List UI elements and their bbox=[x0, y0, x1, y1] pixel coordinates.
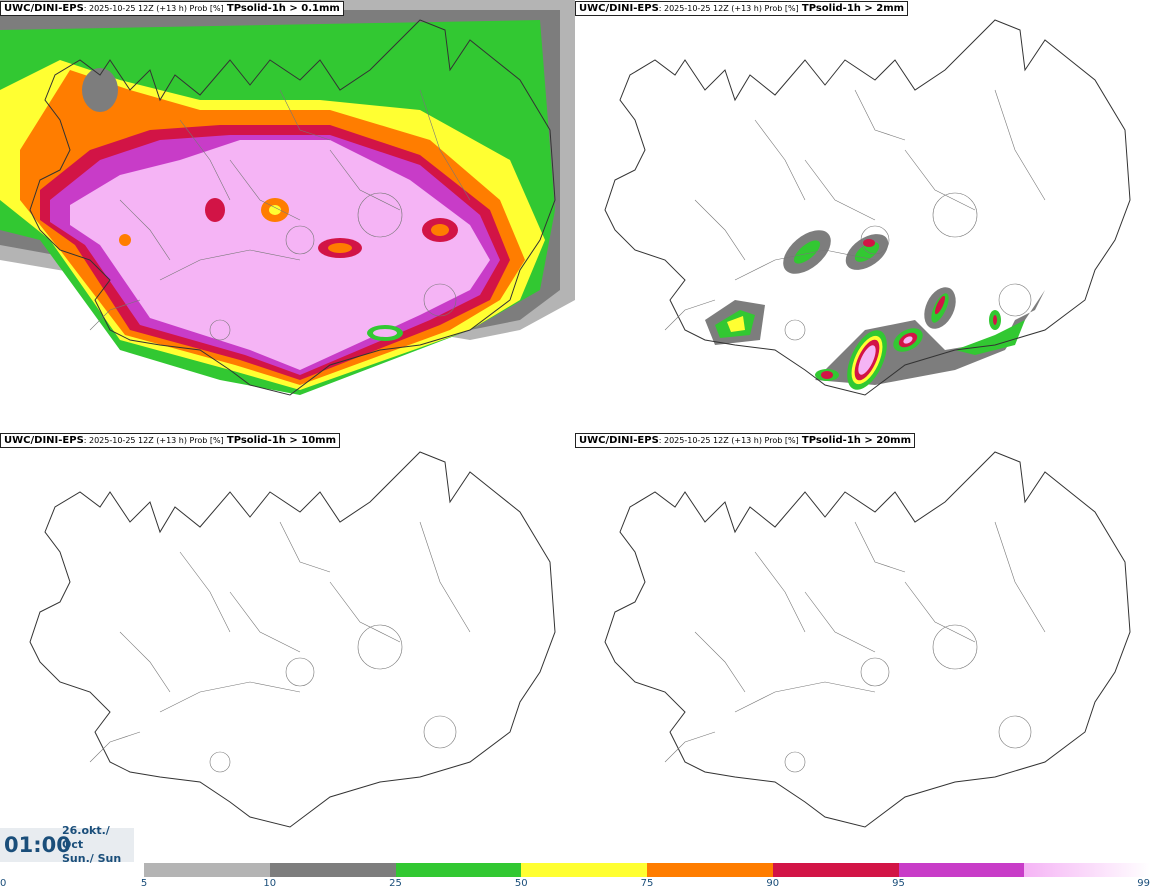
colorbar-segment bbox=[1024, 863, 1150, 877]
parameter-label: TPsolid-1h > 0.1mm bbox=[226, 3, 340, 14]
probability-map-20mm bbox=[575, 432, 1150, 862]
colorbar-segment bbox=[521, 863, 647, 877]
probability-map-0-1mm bbox=[0, 0, 575, 430]
panel-prob-20mm: UWC/DINI-EPS: 2025-10-25 12Z (+13 h) Pro… bbox=[575, 432, 1150, 862]
panel-title: UWC/DINI-EPS: 2025-10-25 12Z (+13 h) Pro… bbox=[575, 1, 909, 16]
run-info: : 2025-10-25 12Z (+13 h) Prob [%] bbox=[83, 436, 224, 445]
panel-title: UWC/DINI-EPS: 2025-10-25 12Z (+13 h) Pro… bbox=[0, 1, 344, 16]
parameter-label: TPsolid-1h > 2mm bbox=[801, 3, 905, 14]
colorbar-tick-label: 0 bbox=[0, 878, 7, 889]
colorbar-segment bbox=[269, 863, 396, 877]
valid-time: 01:00 bbox=[4, 833, 71, 857]
parameter-label: TPsolid-1h > 20mm bbox=[801, 435, 912, 446]
colorbar-segment bbox=[144, 863, 270, 877]
probability-colorbar bbox=[144, 863, 1150, 877]
model-name: UWC/DINI-EPS bbox=[579, 3, 659, 14]
panel-title: UWC/DINI-EPS: 2025-10-25 12Z (+13 h) Pro… bbox=[0, 433, 341, 448]
probability-map-2mm bbox=[575, 0, 1150, 430]
colorbar-tick-label: 99 bbox=[1137, 878, 1150, 889]
colorbar-segment bbox=[772, 863, 899, 877]
colorbar-tick-label: 5 bbox=[140, 878, 148, 889]
colorbar-tick-label: 90 bbox=[766, 878, 780, 889]
model-name: UWC/DINI-EPS bbox=[4, 3, 84, 14]
probability-map-10mm bbox=[0, 432, 575, 862]
colorbar-tick-label: 25 bbox=[389, 878, 402, 889]
valid-day: Sun./ Sun bbox=[62, 852, 122, 865]
colorbar-tick-label: 75 bbox=[640, 878, 654, 889]
colorbar-tick-label: 10 bbox=[263, 878, 277, 889]
parameter-label: TPsolid-1h > 10mm bbox=[226, 435, 337, 446]
panel-prob-0-1mm: UWC/DINI-EPS: 2025-10-25 12Z (+13 h) Pro… bbox=[0, 0, 575, 430]
colorbar-segment bbox=[647, 863, 773, 877]
run-info: : 2025-10-25 12Z (+13 h) Prob [%] bbox=[83, 4, 224, 13]
panel-prob-10mm: UWC/DINI-EPS: 2025-10-25 12Z (+13 h) Pro… bbox=[0, 432, 575, 862]
colorbar-tick-label: 95 bbox=[892, 878, 905, 889]
run-info: : 2025-10-25 12Z (+13 h) Prob [%] bbox=[658, 4, 799, 13]
panel-prob-2mm: UWC/DINI-EPS: 2025-10-25 12Z (+13 h) Pro… bbox=[575, 0, 1150, 430]
colorbar-segment bbox=[395, 863, 522, 877]
run-info: : 2025-10-25 12Z (+13 h) Prob [%] bbox=[658, 436, 799, 445]
model-name: UWC/DINI-EPS bbox=[579, 435, 659, 446]
panel-title: UWC/DINI-EPS: 2025-10-25 12Z (+13 h) Pro… bbox=[575, 433, 916, 448]
valid-time-box: 01:00 26.okt./ Oct Sun./ Sun bbox=[0, 824, 134, 865]
valid-date: 26.okt./ Oct bbox=[62, 824, 110, 851]
colorbar-segment bbox=[898, 863, 1025, 877]
colorbar-tick-label: 50 bbox=[514, 878, 528, 889]
model-name: UWC/DINI-EPS bbox=[4, 435, 84, 446]
